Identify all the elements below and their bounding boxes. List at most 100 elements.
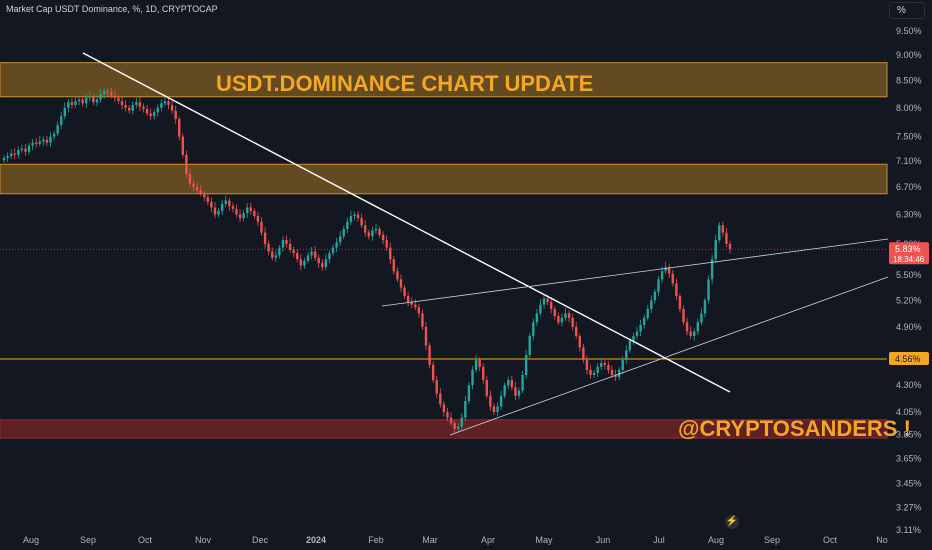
candle-body bbox=[145, 108, 149, 114]
candle-body bbox=[657, 279, 660, 292]
candle-body bbox=[410, 302, 413, 305]
candle-body bbox=[52, 133, 56, 137]
candle-body bbox=[113, 95, 117, 98]
candle-body bbox=[167, 101, 170, 106]
candle-body bbox=[714, 240, 717, 260]
candle-body bbox=[632, 336, 635, 341]
candle-body bbox=[524, 355, 528, 375]
candle-body bbox=[464, 401, 467, 418]
candle-body bbox=[428, 345, 431, 365]
candle-body bbox=[392, 259, 396, 272]
candle-body bbox=[306, 255, 310, 261]
candle-body bbox=[707, 279, 710, 301]
candle-body bbox=[342, 228, 345, 237]
candle-body bbox=[381, 234, 385, 241]
candle-body bbox=[135, 102, 138, 106]
candle-body bbox=[74, 101, 77, 106]
candle-body bbox=[718, 225, 721, 241]
y-tick-label: 3.11% bbox=[896, 525, 921, 535]
candle-body bbox=[721, 225, 725, 233]
candle-body bbox=[117, 97, 120, 102]
candle-body bbox=[13, 153, 16, 155]
y-tick-label: 3.85% bbox=[896, 430, 922, 440]
candle-body bbox=[371, 230, 374, 237]
candle-body bbox=[507, 380, 510, 386]
candle-body bbox=[256, 215, 260, 222]
y-tick-label: 6.70% bbox=[896, 182, 922, 192]
candle-body bbox=[338, 236, 342, 243]
candle-body bbox=[585, 359, 589, 370]
candle-body bbox=[424, 326, 428, 346]
candle-body bbox=[17, 149, 20, 155]
chart-title-annotation: USDT.DOMINANCE CHART UPDATE bbox=[216, 71, 593, 96]
x-tick-label: Sep bbox=[764, 535, 780, 545]
candle-body bbox=[199, 190, 202, 194]
candle-body bbox=[260, 221, 263, 233]
candle-body bbox=[346, 221, 349, 229]
candle-body bbox=[693, 331, 696, 337]
trendline-descending bbox=[82, 52, 731, 393]
candle-body bbox=[510, 380, 514, 388]
candle-body bbox=[310, 251, 313, 256]
candle-body bbox=[45, 139, 49, 143]
candle-body bbox=[24, 148, 27, 152]
candle-body bbox=[614, 374, 617, 377]
candle-body bbox=[49, 136, 52, 143]
candle-body bbox=[682, 308, 685, 323]
y-tick-label: 3.65% bbox=[896, 453, 922, 463]
candle-body bbox=[653, 291, 657, 301]
candle-body bbox=[539, 304, 542, 314]
candle-body bbox=[439, 393, 442, 405]
candle-body bbox=[668, 267, 671, 274]
candle-body bbox=[664, 267, 667, 272]
candle-body bbox=[396, 271, 399, 280]
unit-toggle-button[interactable]: % bbox=[889, 2, 925, 19]
x-axis: Aug Sep Oct Nov Dec 2024 Feb Mar Apr May Jun Jul Aug… bbox=[23, 535, 888, 545]
x-tick-label: Aug bbox=[708, 535, 724, 545]
x-tick-label: Mar bbox=[422, 535, 438, 545]
candle-body bbox=[521, 374, 524, 391]
candle-body bbox=[471, 369, 474, 386]
candle-body bbox=[34, 142, 38, 144]
candle-body bbox=[127, 107, 131, 111]
y-tick-label: 5.50% bbox=[896, 270, 922, 280]
candle-body bbox=[689, 331, 692, 337]
candle-body bbox=[685, 322, 689, 332]
candle-body bbox=[149, 113, 152, 117]
candle-body bbox=[95, 99, 99, 103]
candle-body bbox=[153, 112, 156, 117]
candle-body bbox=[660, 271, 664, 280]
y-tick-label: 9.50% bbox=[896, 26, 922, 36]
candle-body bbox=[571, 317, 574, 327]
candle-body bbox=[728, 243, 732, 250]
y-tick-label: 6.30% bbox=[896, 210, 922, 220]
candle-body bbox=[592, 372, 596, 375]
candle-body bbox=[138, 102, 142, 107]
candle-body bbox=[596, 366, 599, 373]
tradingview-lightning-icon[interactable]: ⚡ bbox=[725, 515, 739, 529]
candle-body bbox=[467, 385, 471, 402]
candle-body bbox=[263, 232, 267, 244]
candle-body bbox=[435, 380, 438, 394]
candle-body bbox=[42, 139, 45, 142]
candle-body bbox=[228, 200, 231, 207]
candle-body bbox=[245, 207, 249, 214]
candle-body bbox=[635, 331, 639, 337]
y-tick-label: 4.90% bbox=[896, 322, 922, 332]
candle-body bbox=[274, 255, 278, 258]
candle-body bbox=[378, 228, 381, 235]
candle-body bbox=[403, 287, 406, 297]
candle-body bbox=[299, 259, 303, 266]
candle-body bbox=[646, 308, 649, 318]
candles bbox=[2, 87, 732, 433]
candle-body bbox=[203, 193, 206, 198]
candle-body bbox=[220, 204, 224, 212]
candle-body bbox=[31, 142, 34, 146]
price-label-badge bbox=[889, 351, 929, 365]
candle-body bbox=[313, 251, 317, 258]
candle-body bbox=[77, 99, 81, 102]
candle-body bbox=[453, 423, 456, 429]
candle-body bbox=[703, 300, 707, 314]
candle-body bbox=[367, 232, 370, 237]
